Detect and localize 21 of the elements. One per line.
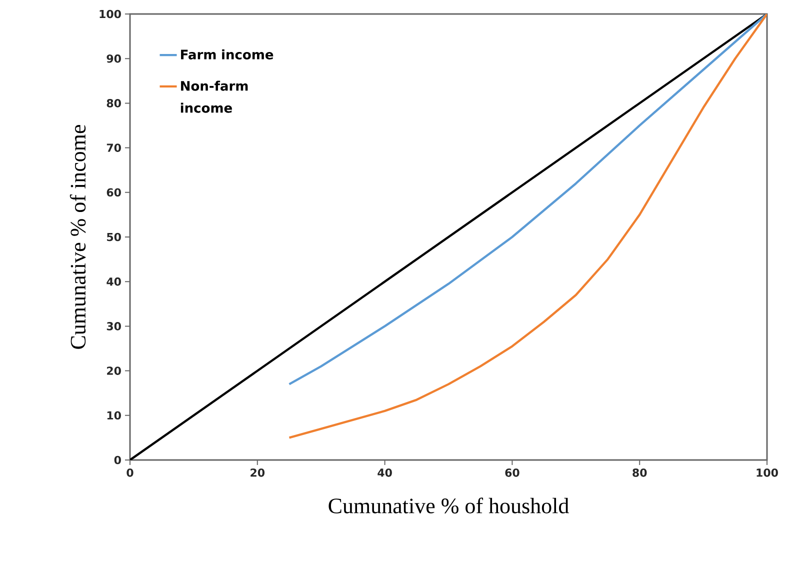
y-tick-label: 60: [106, 188, 121, 197]
y-tick-label: 10: [107, 411, 121, 420]
y-tick-label: 40: [106, 277, 121, 286]
x-axis-title: Cumunative % of houshold: [328, 498, 569, 514]
x-tick-label: 100: [756, 468, 778, 477]
legend-label: Non-farm income: [180, 80, 248, 113]
y-tick-label: 0: [114, 456, 121, 464]
y-axis-title: Cumunative % of income: [70, 125, 86, 349]
x-tick-label: 40: [378, 468, 392, 477]
x-tick-label: 60: [505, 468, 520, 477]
y-tick-label: 100: [100, 10, 121, 18]
y-tick-label: 90: [106, 54, 121, 63]
y-tick-label: 80: [106, 99, 121, 108]
legend-label: Farm income: [181, 49, 274, 60]
y-tick-label: 20: [107, 366, 121, 375]
y-tick-label: 30: [106, 322, 121, 330]
x-tick-label: 0: [126, 468, 134, 477]
x-tick-label: 80: [632, 468, 647, 477]
x-tick-label: 20: [250, 468, 265, 477]
y-tick-label: 50: [107, 232, 121, 242]
y-tick-label: 70: [106, 144, 121, 152]
